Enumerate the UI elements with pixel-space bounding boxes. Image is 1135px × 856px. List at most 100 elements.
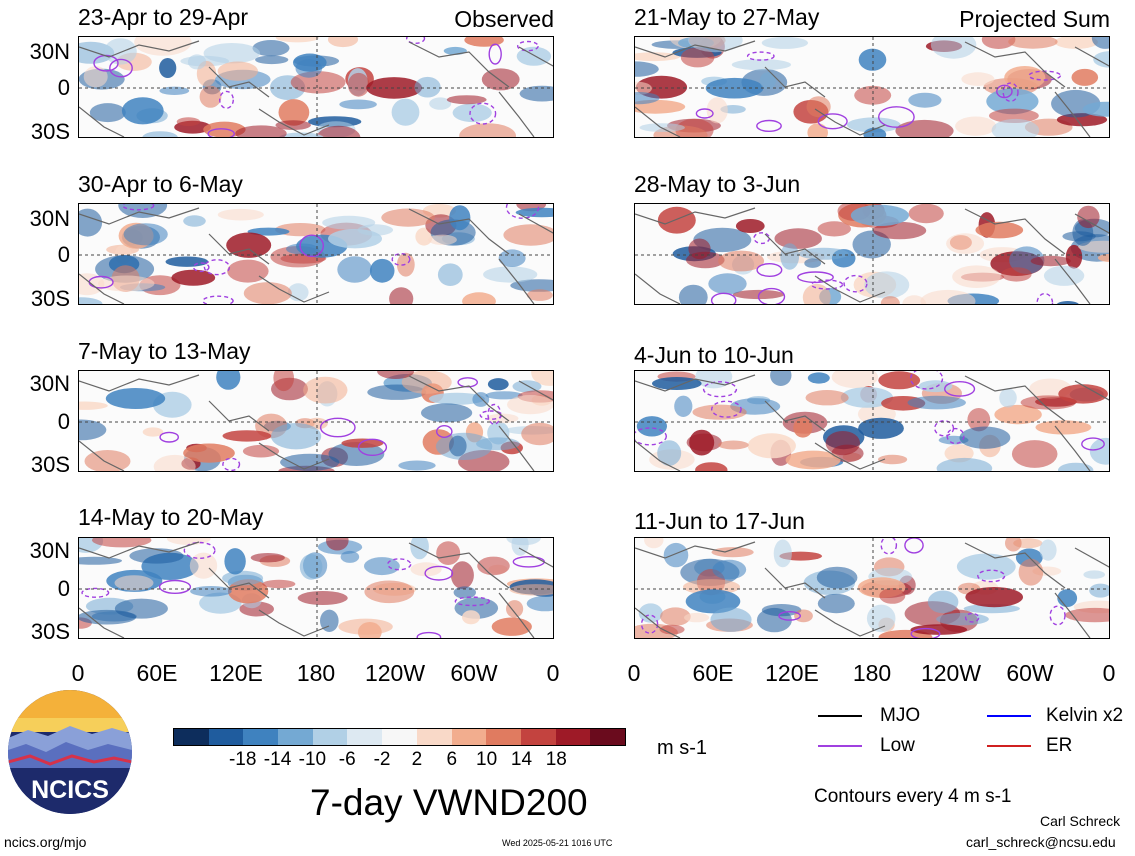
anomaly-blob [428,234,457,245]
anomaly-blob [104,38,137,65]
xlabel-120w: 120W [364,660,426,686]
anomaly-blob [908,92,942,108]
anomaly-blob [688,37,743,53]
anomaly-blob [930,37,977,59]
legend-mjo-label: MJO [880,705,921,726]
coastline [635,273,681,304]
coastline [635,440,681,471]
contour-low [756,263,783,278]
timestamp: Wed 2025-05-21 1016 UTC [502,838,613,848]
colorbar-label: -2 [373,749,391,770]
anomaly-blob [880,296,900,304]
coastline [498,91,535,137]
anomaly-blob [84,450,131,471]
coastline [79,106,125,137]
anomaly-blob [1091,37,1109,49]
anomaly-blob [462,610,480,625]
xlabel-0-end: 0 [546,660,560,686]
anomaly-blob [449,435,467,457]
panel-title-5: 21-May to 27-May [634,4,820,30]
anomaly-blob [79,419,107,441]
contour-low [416,631,442,638]
colorbar-segment [278,729,313,745]
contour-low [1049,605,1066,626]
anomaly-blob [389,287,414,304]
coastline [1074,46,1109,67]
anomaly-blob [278,99,310,126]
anomaly-blob [243,282,292,304]
anomaly-blob [735,219,765,233]
contour-low [159,431,179,443]
colorbar-segment [347,729,383,745]
anomaly-blob [217,208,264,221]
anomaly-blob [190,586,232,597]
ylabel-30n: 30N [29,39,70,64]
anomaly-blob [273,371,294,392]
map-panel-2 [78,203,554,305]
contour-low [512,555,545,568]
anomaly-blob [817,221,851,237]
coastline [518,213,553,234]
anomaly-blob [341,438,384,448]
anomaly-blob [118,204,168,218]
contour-low [877,106,915,128]
anomaly-blob [123,223,168,246]
anomaly-blob [446,95,487,105]
anomaly-blob [487,378,509,391]
anomaly-blob [879,588,906,604]
anomaly-blob [918,380,953,393]
anomaly-blob [226,232,272,258]
map-panel-4 [78,537,554,639]
anomaly-blob [908,204,944,224]
anomaly-blob [511,538,529,556]
site-link[interactable]: ncics.org/mjo [4,834,87,850]
map-panel-7 [634,370,1110,472]
contour-low [357,438,388,457]
anomaly-blob [227,259,269,283]
anomaly-blob [391,98,420,126]
ylabel-eq: 0 [57,576,70,601]
anomaly-blob [339,99,377,110]
anomaly-blob [858,417,904,439]
contour-low [797,271,834,284]
contour-low [391,253,411,266]
anomaly-blob [203,43,260,64]
colorbar-segment [382,729,417,745]
anomaly-blob [428,392,485,405]
anomaly-blob [961,72,995,86]
coastline [1054,91,1091,137]
map-panel-3 [78,370,554,472]
anomaly-blob [476,437,520,451]
anomaly-blob [414,76,441,98]
contour-low [203,259,231,276]
anomaly-blob [506,600,524,618]
panel-title-6: 28-May to 3-Jun [634,171,801,197]
anomaly-blob [429,97,452,110]
anomaly-blob [759,72,776,90]
coastline [1074,380,1109,401]
colorbar-segment [174,729,209,745]
anomaly-blob [322,215,376,230]
colorbar-segment [486,729,521,745]
author-email[interactable]: carl_schreck@ncsu.edu [966,834,1116,850]
map-panel-6 [634,203,1110,305]
anomaly-blob [773,539,792,568]
ncics-logo: NCICS [8,690,132,814]
coastline [518,46,553,67]
legend-kelvin-label: Kelvin x2 [1046,705,1124,726]
contour-low [299,234,324,258]
anomaly-blob [303,376,348,404]
contour-low [756,119,782,133]
contour-low [977,569,1006,583]
anomaly-blob [279,132,324,137]
anomaly-blob [708,273,747,295]
anomaly-blob [337,256,373,283]
colorbar-segment [520,729,556,745]
anomaly-blob [452,103,492,123]
anomaly-blob [507,395,553,415]
coastline [408,41,510,88]
colorbar-label: -6 [338,749,356,770]
coastline [964,375,1066,422]
contour-low [1081,437,1105,451]
anomaly-blob [831,371,879,389]
